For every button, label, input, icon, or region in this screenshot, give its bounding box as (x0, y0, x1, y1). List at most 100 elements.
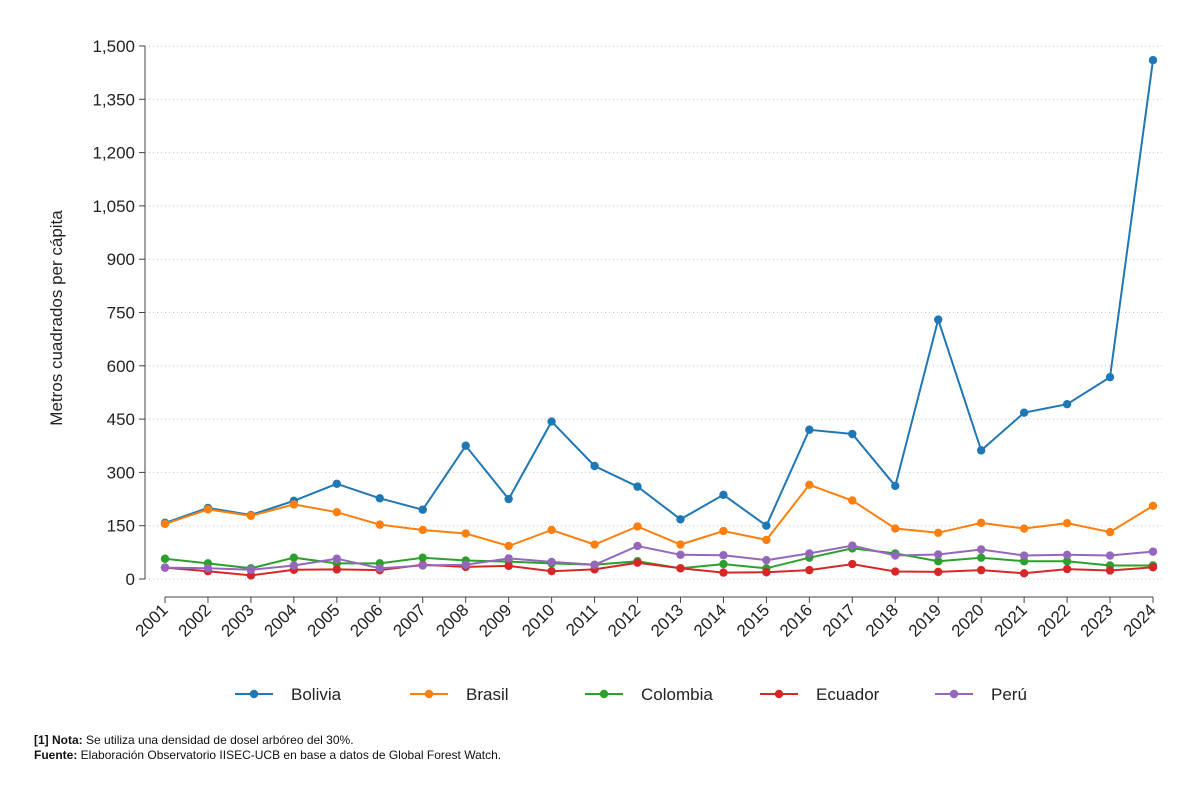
source-line: Fuente: Elaboración Observatorio IISEC-U… (34, 748, 501, 763)
data-point (1019, 569, 1029, 578)
data-point (160, 519, 170, 529)
x-tick-label: 2017 (819, 600, 859, 640)
data-point (848, 496, 857, 505)
y-tick-label: 750 (107, 304, 135, 323)
x-tick-label: 2021 (991, 600, 1031, 640)
footnotes: [1] Nota: Se utiliza una densidad de dos… (34, 733, 501, 763)
data-point (1019, 408, 1029, 417)
data-point (504, 541, 513, 551)
y-tick-label: 600 (107, 357, 135, 376)
data-point (418, 505, 427, 514)
data-point (590, 560, 599, 569)
legend-item-perú: Perú (935, 685, 1027, 704)
data-point (976, 553, 986, 562)
data-point (934, 567, 943, 577)
data-point (719, 550, 728, 560)
x-tick-label: 2024 (1120, 600, 1160, 640)
data-point (461, 529, 470, 538)
data-point (590, 461, 599, 471)
data-point (1148, 547, 1158, 556)
x-tick-label: 2004 (261, 600, 301, 640)
y-tick-label: 450 (107, 410, 135, 429)
x-tick-label: 2008 (432, 600, 472, 640)
data-point (762, 521, 771, 530)
y-axis: 0 150 300 450 600 750 900 1,050 1,200 1,350 1,500 (92, 37, 146, 589)
data-point (332, 479, 342, 488)
data-point (1019, 551, 1029, 560)
data-point (461, 441, 470, 450)
x-tick-label: 2006 (346, 600, 386, 640)
data-point (805, 565, 814, 575)
x-tick-label: 2014 (690, 600, 730, 640)
y-tick-label: 300 (107, 463, 135, 482)
data-point (332, 565, 342, 574)
y-tick-label: 1,050 (92, 197, 135, 216)
data-point (289, 553, 299, 562)
data-point (375, 494, 384, 503)
note-line: [1] Nota: Se utiliza una densidad de dos… (34, 733, 501, 748)
data-point (547, 417, 556, 426)
legend-marker (249, 689, 259, 699)
legend-label: Perú (991, 685, 1027, 704)
data-point (1062, 519, 1072, 528)
legend-item-colombia: Colombia (585, 685, 713, 704)
data-point (633, 558, 642, 567)
y-tick-label: 1,200 (92, 144, 135, 163)
series-ecuador (160, 558, 1158, 580)
data-point (1105, 372, 1115, 382)
legend-label: Brasil (466, 685, 509, 704)
legend-item-ecuador: Ecuador (760, 685, 880, 704)
data-point (676, 515, 685, 524)
data-point (590, 540, 599, 549)
data-point (375, 564, 384, 573)
data-point (805, 425, 814, 434)
series-group (160, 56, 1158, 580)
x-tick-label: 2022 (1034, 600, 1074, 640)
note-label: [1] Nota: (34, 733, 83, 747)
y-tick-label: 900 (107, 250, 135, 269)
data-point (976, 446, 986, 455)
data-point (1148, 563, 1158, 572)
legend-label: Colombia (641, 685, 713, 704)
data-point (418, 561, 427, 570)
data-point (203, 564, 213, 573)
series-line (164, 561, 1154, 577)
data-point (289, 561, 299, 570)
data-point (676, 540, 685, 549)
data-point (1105, 551, 1115, 560)
data-point (762, 535, 771, 545)
data-point (375, 520, 384, 529)
data-point (976, 545, 986, 554)
data-point (246, 565, 256, 574)
series-brasil (160, 480, 1158, 551)
data-point (762, 568, 771, 577)
x-tick-label: 2013 (647, 600, 687, 640)
x-tick-label: 2019 (905, 600, 945, 640)
legend-item-bolivia: Bolivia (235, 685, 342, 704)
line-chart: 01503004506007509001,0501,2001,3501,500 … (47, 37, 1165, 704)
legend-label: Bolivia (291, 685, 342, 704)
x-tick-label: 2020 (948, 600, 988, 640)
data-point (160, 563, 170, 572)
x-tick-label: 2016 (776, 600, 816, 640)
data-point (1105, 566, 1115, 575)
data-point (504, 554, 513, 563)
data-point (676, 564, 685, 573)
data-point (934, 315, 943, 324)
data-point (1148, 501, 1158, 511)
data-point (891, 524, 900, 533)
x-tick-label: 2005 (303, 600, 343, 640)
data-point (1062, 564, 1072, 574)
data-point (289, 500, 299, 509)
data-point (719, 559, 728, 569)
data-point (1148, 56, 1158, 65)
data-point (805, 549, 814, 558)
data-point (934, 550, 943, 559)
data-point (1062, 557, 1072, 566)
data-point (848, 541, 857, 550)
y-tick-label: 1,350 (92, 90, 135, 109)
source-label: Fuente: (34, 748, 78, 762)
source-text: Elaboración Observatorio IISEC-UCB en ba… (77, 748, 502, 762)
data-point (719, 490, 728, 499)
legend-marker (599, 689, 609, 699)
